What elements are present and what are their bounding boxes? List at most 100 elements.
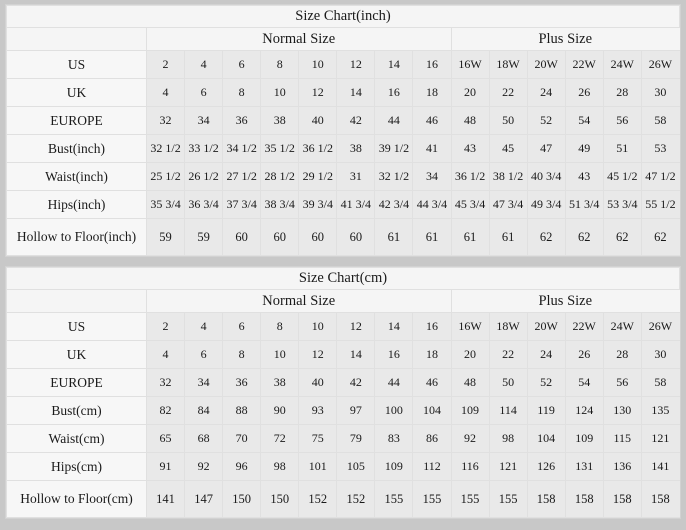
data-cell: 62 (640, 218, 681, 256)
data-cell: 51 3/4 (564, 190, 604, 219)
data-cell: 42 (336, 106, 376, 135)
row-label: US (6, 312, 147, 341)
data-cell: 8 (222, 78, 262, 107)
data-cell: 84 (184, 396, 224, 425)
data-cell: 16 (374, 78, 414, 107)
data-cell: 28 (602, 340, 642, 369)
group-header-spacer (6, 289, 147, 313)
size-chart-inch-body: Size Chart(inch) Normal Size Plus Size US 2 4… (6, 5, 681, 256)
data-cell: 49 (564, 134, 604, 163)
data-cell: 32 (145, 106, 186, 135)
data-cell: 158 (602, 480, 642, 518)
data-cell: 61 (488, 218, 528, 256)
row-label: Hollow to Floor(inch) (6, 218, 147, 256)
data-cell: 91 (145, 452, 186, 481)
data-cell: 60 (222, 218, 262, 256)
data-cell: 44 (374, 368, 414, 397)
data-cell: 114 (488, 396, 528, 425)
size-chart-inch-block: Size Chart(inch) Normal Size Plus Size US 2 4… (5, 4, 681, 257)
data-cell: 28 (602, 78, 642, 107)
chart-title: Size Chart(inch) (6, 5, 680, 28)
group-header-normal-size: Normal Size (146, 27, 452, 51)
data-cell: 49 3/4 (526, 190, 566, 219)
data-cell: 2 (145, 312, 186, 341)
data-cell: 109 (374, 452, 414, 481)
data-cell: 20 (450, 78, 490, 107)
data-cell: 100 (374, 396, 414, 425)
data-cell: 18W (488, 50, 528, 79)
data-cell: 34 1/2 (222, 134, 262, 163)
data-cell: 70 (222, 424, 262, 453)
data-cell: 18W (488, 312, 528, 341)
data-cell: 43 (564, 162, 604, 191)
data-cell: 14 (374, 50, 414, 79)
data-cell: 65 (145, 424, 186, 453)
data-cell: 36 1/2 (298, 134, 338, 163)
data-cell: 47 (526, 134, 566, 163)
data-cell: 34 (184, 368, 224, 397)
group-header-plus-size: Plus Size (450, 289, 680, 313)
data-cell: 58 (640, 106, 681, 135)
table-row: US 2 4 6 8 10 12 14 16 16W 18W 20W 22W 24W 26W (6, 50, 681, 79)
data-cell: 52 (526, 106, 566, 135)
table-row: EUROPE 32 34 36 38 40 42 44 46 48 50 52 54 56 58 (6, 368, 681, 397)
data-cell: 42 (336, 368, 376, 397)
data-cell: 93 (298, 396, 338, 425)
data-cell: 10 (260, 340, 300, 369)
chart-title-row: Size Chart(inch) (6, 5, 680, 28)
data-cell: 155 (488, 480, 528, 518)
table-row: Bust(cm) 82 84 88 90 93 97 100 104 109 114 119 124 13… (6, 396, 681, 425)
data-cell: 109 (450, 396, 490, 425)
data-cell: 24 (526, 78, 566, 107)
data-cell: 60 (336, 218, 376, 256)
data-cell: 31 (336, 162, 376, 191)
group-header-plus-size: Plus Size (450, 27, 680, 51)
row-label: Waist(inch) (6, 162, 147, 191)
data-cell: 45 1/2 (602, 162, 642, 191)
data-cell: 26 (564, 340, 604, 369)
data-cell: 158 (526, 480, 566, 518)
data-cell: 14 (374, 312, 414, 341)
table-row: UK 4 6 8 10 12 14 16 18 20 22 24 26 28 30 (6, 340, 681, 369)
data-cell: 61 (412, 218, 452, 256)
data-cell: 152 (298, 480, 338, 518)
data-cell: 44 (374, 106, 414, 135)
table-row: Hollow to Floor(inch) 59 59 60 60 60 60 61 61 61 6… (6, 218, 681, 256)
row-label: EUROPE (6, 368, 147, 397)
data-cell: 52 (526, 368, 566, 397)
data-cell: 32 (145, 368, 186, 397)
data-cell: 8 (222, 340, 262, 369)
size-chart-cm-block: Size Chart(cm) Normal Size Plus Size US 2 4 6 8… (5, 266, 681, 519)
row-label: Hollow to Floor(cm) (6, 480, 147, 518)
data-cell: 56 (602, 106, 642, 135)
data-cell: 135 (640, 396, 681, 425)
data-cell: 40 3/4 (526, 162, 566, 191)
data-cell: 16 (374, 340, 414, 369)
data-cell: 136 (602, 452, 642, 481)
data-cell: 42 3/4 (374, 190, 414, 219)
table-row: UK 4 6 8 10 12 14 16 18 20 22 24 26 28 30 (6, 78, 681, 107)
data-cell: 46 (412, 368, 452, 397)
data-cell: 61 (374, 218, 414, 256)
data-cell: 116 (450, 452, 490, 481)
data-cell: 101 (298, 452, 338, 481)
data-cell: 88 (222, 396, 262, 425)
table-row: Waist(cm) 65 68 70 72 75 79 83 86 92 98 104 109 115 12… (6, 424, 681, 453)
data-cell: 14 (336, 78, 376, 107)
data-cell: 38 (260, 106, 300, 135)
data-cell: 25 1/2 (145, 162, 186, 191)
data-cell: 97 (336, 396, 376, 425)
data-cell: 16 (412, 50, 452, 79)
data-cell: 6 (222, 50, 262, 79)
row-label: Hips(cm) (6, 452, 147, 481)
data-cell: 109 (564, 424, 604, 453)
data-cell: 39 1/2 (374, 134, 414, 163)
data-cell: 45 (488, 134, 528, 163)
group-header-normal-size: Normal Size (146, 289, 452, 313)
data-cell: 12 (336, 50, 376, 79)
row-label: EUROPE (6, 106, 147, 135)
size-chart-inch-table: Size Chart(inch) Normal Size Plus Size US 2 4… (6, 5, 681, 256)
data-cell: 115 (602, 424, 642, 453)
row-label: Bust(cm) (6, 396, 147, 425)
data-cell: 40 (298, 368, 338, 397)
